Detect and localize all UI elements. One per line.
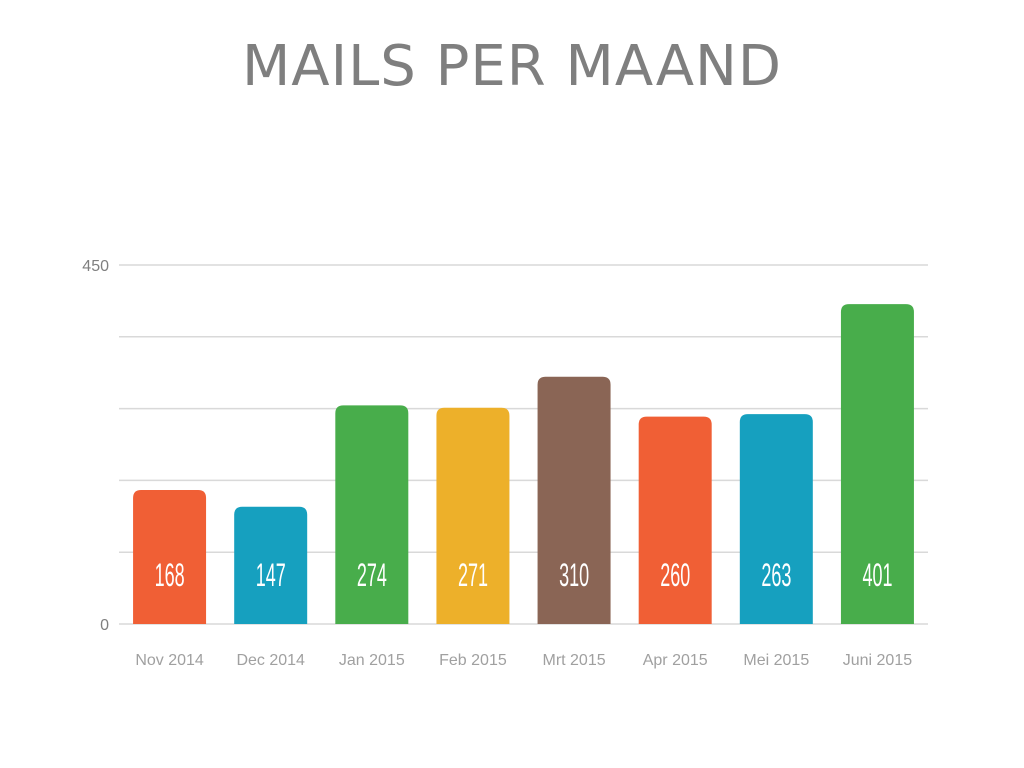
x-tick-label: Feb 2015: [439, 652, 507, 669]
bar-value-label: 310: [559, 557, 589, 593]
x-tick-label: Nov 2014: [135, 652, 204, 669]
bar-mei-2015: [739, 414, 813, 624]
bar-nov-2014: [133, 489, 207, 624]
bar-apr-2015: [638, 416, 712, 624]
x-tick-label: Apr 2015: [643, 652, 708, 669]
x-tick-label: Dec 2014: [236, 652, 305, 669]
bar-value-label: 274: [357, 557, 387, 593]
bar-value-label: 147: [256, 557, 286, 593]
bar-jan-2015: [335, 405, 409, 624]
bar-value-label: 271: [458, 557, 488, 593]
y-axis-ticks: 0 450: [82, 258, 109, 634]
x-tick-label: Jan 2015: [339, 652, 405, 669]
chart-title: MAILS PER MAAND: [241, 34, 783, 99]
bar-value-label: 401: [862, 557, 892, 593]
bar-value-label: 263: [761, 557, 791, 593]
y-tick-label: 0: [100, 617, 109, 634]
bar-value-label: 260: [660, 557, 690, 593]
bar-value-label: 168: [155, 557, 185, 593]
bar-feb-2015: [436, 407, 510, 624]
x-tick-label: Mei 2015: [743, 652, 809, 669]
bar-juni-2015: [840, 304, 914, 624]
bar-value-labels: 168 147 274 271 310 260 263 401: [155, 557, 893, 593]
x-axis-ticks: Nov 2014 Dec 2014 Jan 2015 Feb 2015 Mrt 2015…: [135, 652, 912, 669]
y-tick-label: 450: [82, 258, 109, 275]
bar-mrt-2015: [537, 376, 611, 624]
bar-dec-2014: [234, 506, 308, 624]
bars: [133, 304, 914, 624]
x-tick-label: Juni 2015: [843, 652, 912, 669]
x-tick-label: Mrt 2015: [542, 652, 605, 669]
